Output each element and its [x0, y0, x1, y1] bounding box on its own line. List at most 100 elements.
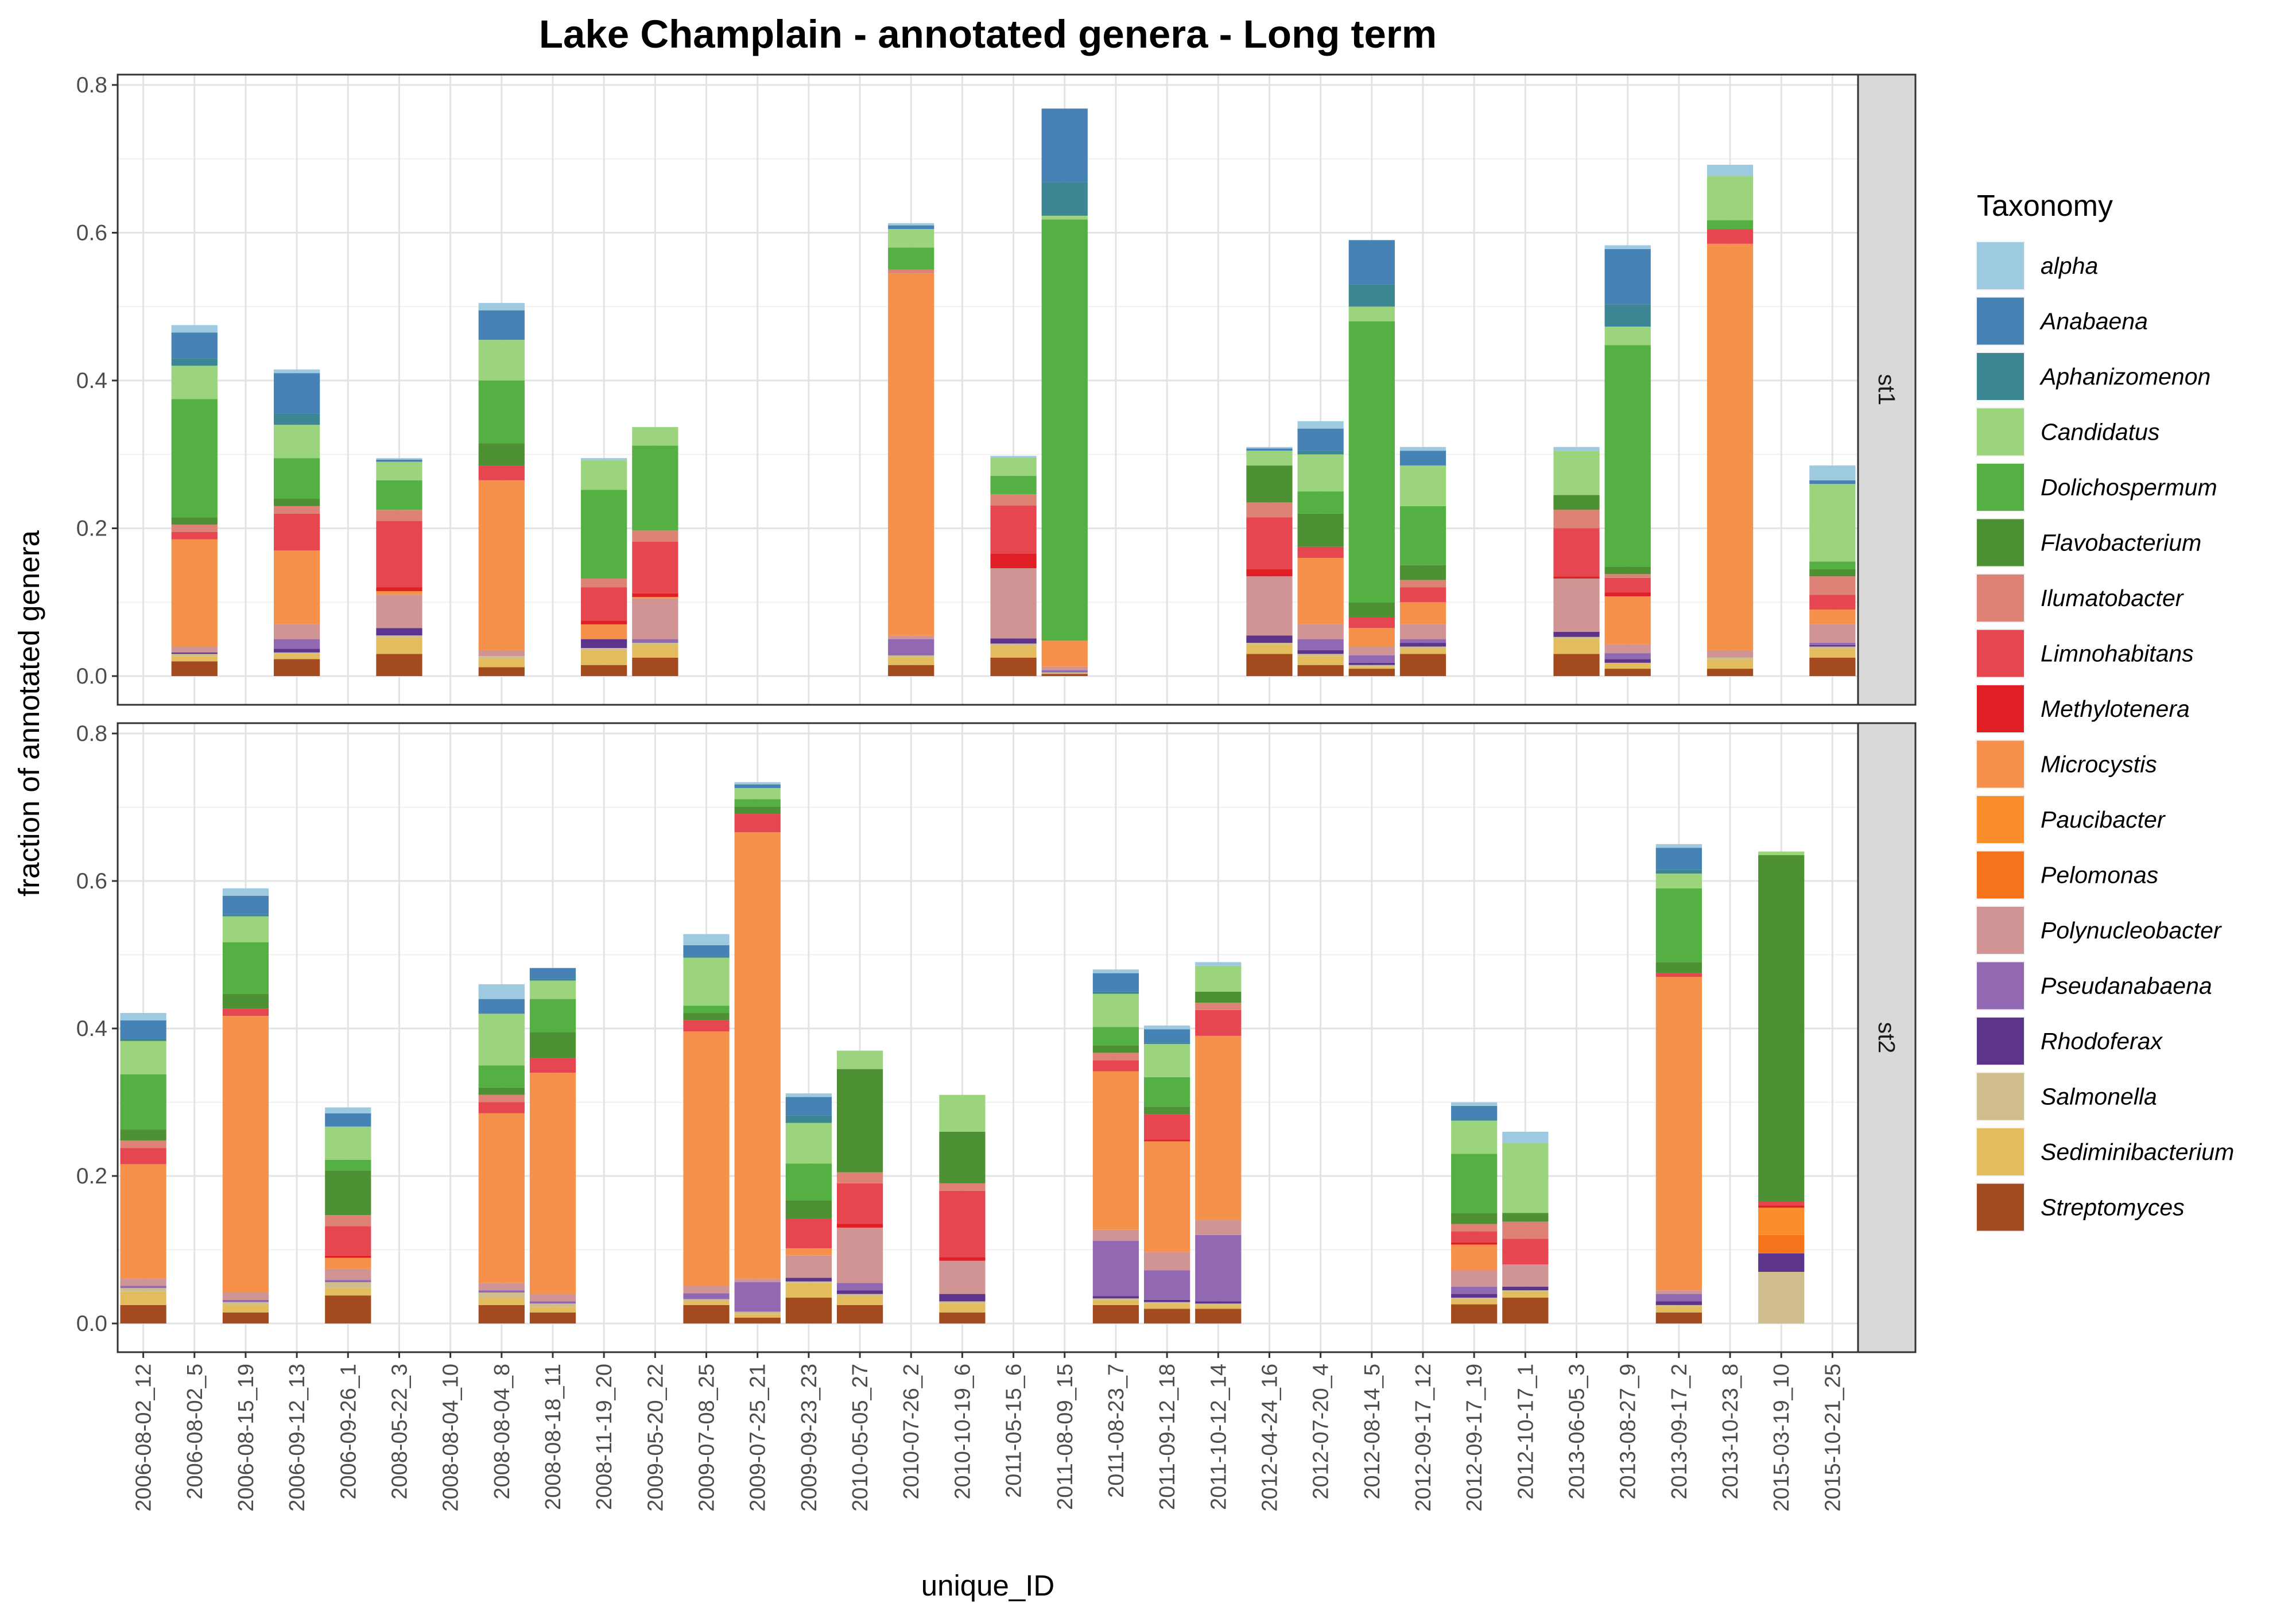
bar-segment-pseudanabaena	[1195, 1235, 1242, 1302]
bar-segment-microcystis	[632, 597, 678, 599]
bar-segment-ilumatobacter	[120, 1140, 166, 1148]
x-tick-label: 2012-09-17_19	[1463, 1364, 1487, 1512]
bar-segment-limnohabitans	[1707, 229, 1754, 244]
bar-segment-candidatus	[1092, 993, 1139, 1027]
legend-title: Taxonomy	[1977, 189, 2113, 223]
bar-segment-alpha	[1143, 1025, 1190, 1030]
panels: 0.0 0.2 0.4 0.6 0.8 st1 0.0 0.2 0.4 0.6 0.8 st2	[76, 73, 1917, 1353]
bar-segment-dolichospermum	[325, 1159, 371, 1171]
bar-stack-2006-08-02_5	[171, 325, 218, 676]
bar-segment-polynucleobacter	[1092, 1229, 1139, 1241]
bar-segment-limnohabitans	[325, 1226, 371, 1256]
bar-segment-candidatus	[478, 340, 525, 381]
bar-segment-streptomyces	[1297, 665, 1344, 676]
bar-segment-candidatus	[888, 229, 934, 248]
bar-segment-candidatus	[836, 1050, 883, 1069]
bar-segment-salmonella	[1707, 657, 1754, 660]
bar-segment-streptomyces	[529, 1312, 576, 1323]
bar-segment-dolichospermum	[273, 458, 320, 499]
bar-segment-flavobacterium	[1399, 565, 1446, 580]
bar-stack-2011-08-09_15	[1041, 108, 1088, 676]
bar-segment-methylotenera	[990, 553, 1037, 569]
x-tick-label: 2008-08-04_10	[439, 1364, 463, 1512]
bar-segment-salmonella	[581, 648, 627, 650]
bar-segment-dolichospermum	[529, 999, 576, 1032]
bar-segment-polynucleobacter	[1655, 1290, 1702, 1294]
bar-segment-salmonella	[273, 652, 320, 654]
bar-segment-polynucleobacter	[683, 1286, 730, 1294]
bar-segment-candidatus	[1399, 465, 1446, 506]
bar-segment-limnohabitans	[376, 521, 422, 588]
bar-segment-anabaena	[785, 1097, 832, 1116]
bar-segment-streptomyces	[171, 661, 218, 676]
bar-segment-flavobacterium	[478, 1087, 525, 1095]
bar-segment-candidatus	[734, 788, 781, 799]
legend-swatch	[1977, 851, 2024, 899]
bar-segment-polynucleobacter	[836, 1227, 883, 1283]
bar-segment-aphanizomenon	[120, 1038, 166, 1041]
bar-segment-alpha	[325, 1107, 371, 1113]
legend-swatch	[1977, 1018, 2024, 1065]
x-tick-label: 2008-05-22_3	[387, 1364, 412, 1500]
bar-segment-dolichospermum	[888, 247, 934, 270]
x-tick-label: 2010-10-19_6	[951, 1364, 975, 1500]
bar-segment-dolichospermum	[120, 1074, 166, 1130]
legend-label: Aphanizomenon	[2039, 363, 2210, 390]
bar-segment-microcystis	[1655, 977, 1702, 1291]
legend-swatch	[1977, 740, 2024, 788]
legend-label: Dolichospermum	[2041, 474, 2217, 500]
bar-segment-polynucleobacter	[478, 650, 525, 657]
bar-segment-anabaena	[1143, 1029, 1190, 1043]
bar-segment-alpha	[1246, 447, 1293, 449]
legend-label: Rhodoferax	[2041, 1028, 2163, 1054]
bar-segment-polynucleobacter	[1451, 1270, 1498, 1287]
bar-segment-polynucleobacter	[1502, 1264, 1549, 1287]
bar-segment-pseudanabaena	[1604, 653, 1651, 659]
bar-segment-polynucleobacter	[1143, 1252, 1190, 1271]
bar-segment-pseudanabaena	[1348, 655, 1395, 663]
bar-segment-flavobacterium	[1143, 1107, 1190, 1115]
bar-segment-flavobacterium	[1246, 465, 1293, 503]
x-tick-label: 2006-08-15_19	[234, 1364, 258, 1512]
bar-segment-limnohabitans	[1195, 1010, 1242, 1036]
bar-segment-flavobacterium	[273, 499, 320, 506]
x-tick-label: 2006-09-12_13	[285, 1364, 309, 1512]
bar-segment-sediminibacterium	[734, 1314, 781, 1318]
x-axis: 2006-08-02_12 2006-08-02_5 2006-08-15_19 20…	[132, 1352, 1845, 1512]
legend-item-anabaena: Anabaena	[1976, 296, 2148, 346]
bar-segment-streptomyces	[1348, 669, 1395, 676]
bar-segment-candidatus	[939, 1094, 986, 1132]
bar-segment-limnohabitans	[171, 531, 218, 539]
bar-segment-sediminibacterium	[325, 1288, 371, 1296]
bar-segment-candidatus	[1451, 1120, 1498, 1154]
bar-segment-streptomyces	[1809, 657, 1856, 676]
legend-label: Streptomyces	[2041, 1194, 2185, 1221]
legend-swatch	[1977, 962, 2024, 1010]
bar-segment-microcystis	[120, 1164, 166, 1279]
bar-segment-alpha	[1707, 165, 1754, 176]
bar-segment-candidatus	[581, 460, 627, 490]
bar-segment-flavobacterium	[1502, 1213, 1549, 1222]
bar-stack-2012-09-17_12	[1399, 447, 1446, 676]
bar-segment-salmonella	[1553, 636, 1600, 639]
bar-segment-flavobacterium	[171, 517, 218, 525]
facet-strip	[1857, 722, 1917, 1353]
bar-stack-2011-05-15_6	[990, 456, 1037, 676]
bar-segment-salmonella	[1399, 646, 1446, 649]
y-tick-label: 0.0	[76, 664, 107, 689]
bar-segment-pseudanabaena	[734, 1282, 781, 1312]
bar-segment-alpha	[120, 1013, 166, 1020]
bar-segment-aphanizomenon	[273, 413, 320, 425]
bar-segment-salmonella	[1092, 1298, 1139, 1300]
bar-segment-dolichospermum	[1707, 220, 1754, 230]
bar-segment-methylotenera	[1451, 1242, 1498, 1245]
bar-segment-polynucleobacter	[1707, 650, 1754, 658]
y-tick-label: 0.8	[76, 73, 107, 98]
bar-segment-microcystis	[171, 539, 218, 647]
legend-label: Limnohabitans	[2041, 641, 2194, 667]
bar-segment-alpha	[478, 302, 525, 310]
bar-segment-anabaena	[1604, 249, 1651, 305]
bar-segment-aphanizomenon	[222, 914, 269, 917]
bar-segment-flavobacterium	[939, 1131, 986, 1183]
bar-segment-alpha	[1297, 421, 1344, 429]
